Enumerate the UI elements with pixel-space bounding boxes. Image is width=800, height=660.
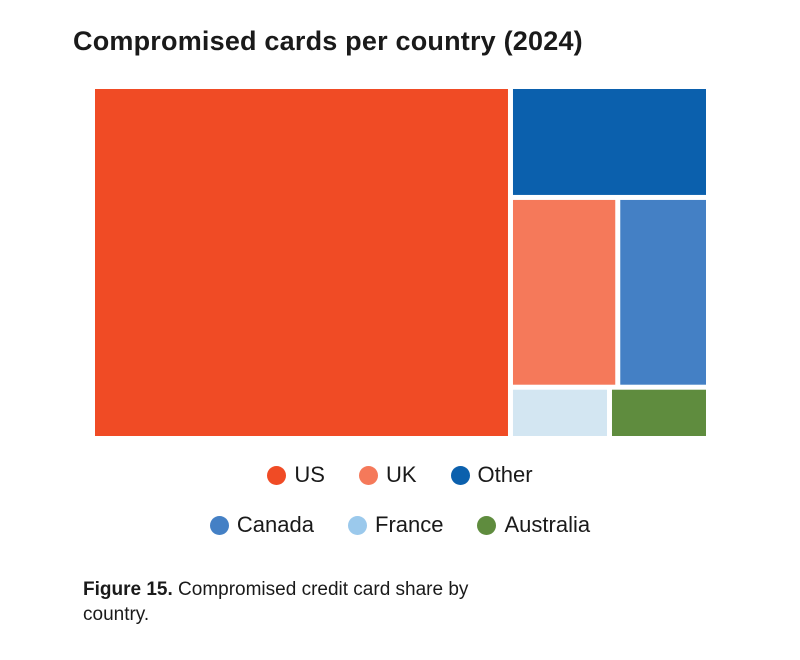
- tile-canada: [620, 199, 706, 385]
- legend-label: UK: [385, 462, 417, 487]
- legend-item-uk: UK: [358, 462, 417, 488]
- legend-swatch: [348, 515, 367, 535]
- legend-label: France: [375, 512, 444, 537]
- legend-row-2: Canada France Australia: [0, 512, 800, 538]
- legend-item-canada: Canada: [209, 512, 314, 538]
- legend-item-australia: Australia: [477, 512, 590, 538]
- caption-label: Figure 15.: [83, 579, 173, 600]
- legend-label: Australia: [504, 512, 591, 537]
- tile-other: [512, 89, 706, 195]
- legend-item-us: US: [267, 462, 325, 488]
- legend-swatch: [209, 515, 229, 535]
- tile-us: [95, 89, 508, 436]
- legend-swatch: [450, 465, 470, 485]
- tile-france: [512, 389, 607, 436]
- legend-swatch: [477, 515, 497, 535]
- chart-title: Compromised cards per country (2024): [73, 26, 583, 56]
- legend-label: US: [294, 462, 325, 487]
- tile-australia: [611, 389, 706, 436]
- legend-item-france: France: [348, 512, 443, 538]
- legend-swatch: [267, 465, 287, 485]
- legend-item-other: Other: [450, 462, 533, 488]
- figure-caption: Figure 15. Compromised credit card share…: [83, 577, 483, 627]
- caption-text: Compromised credit card share by country…: [83, 579, 469, 625]
- legend-label: Other: [477, 462, 533, 487]
- tile-uk: [512, 199, 616, 385]
- legend-label: Canada: [236, 512, 314, 537]
- legend-row-1: US UK Other: [0, 462, 800, 488]
- legend-swatch: [358, 465, 378, 485]
